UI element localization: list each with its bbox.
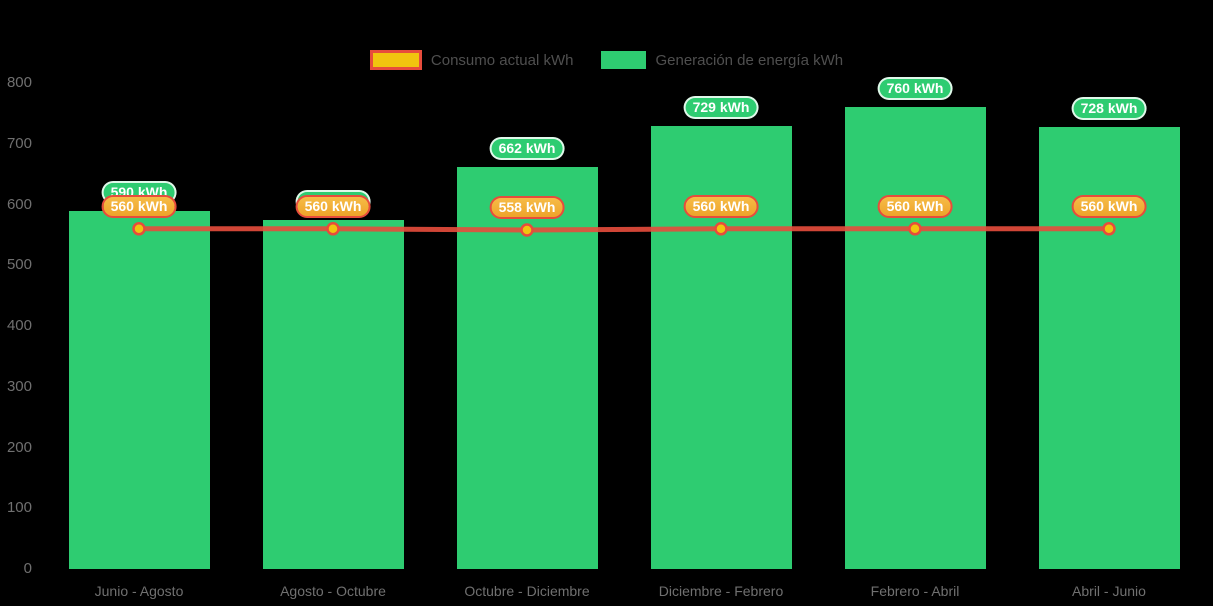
legend-item-consumo[interactable]: Consumo actual kWh xyxy=(369,50,574,70)
generation-bar[interactable] xyxy=(456,166,598,569)
x-axis-category-label: Diciembre - Febrero xyxy=(658,583,784,599)
y-axis-tick-label: 500 xyxy=(6,256,32,274)
generation-value-label: 729 kWh xyxy=(683,96,759,120)
generation-value-label: 662 kWh xyxy=(489,136,565,160)
consumo-swatch-icon xyxy=(369,50,422,70)
x-axis-category-label: Abril - Junio xyxy=(1072,583,1146,599)
x-axis-category-label: Junio - Agosto xyxy=(94,583,184,599)
chart-legend: Consumo actual kWh Generación de energía… xyxy=(0,50,1213,70)
legend-label-consumo: Consumo actual kWh xyxy=(430,51,574,69)
consumption-value-label: 560 kWh xyxy=(295,194,371,218)
y-axis-tick-label: 100 xyxy=(6,499,32,517)
consumption-value-label: 560 kWh xyxy=(683,194,759,218)
y-axis-tick-label: 600 xyxy=(6,195,32,213)
y-axis-tick-label: 300 xyxy=(6,377,32,395)
generation-bar[interactable] xyxy=(650,126,792,569)
legend-label-generacion: Generación de energía kWh xyxy=(655,51,844,69)
x-axis-category-label: Febrero - Abril xyxy=(870,583,960,599)
generacion-swatch-icon xyxy=(601,51,647,69)
generation-value-label: 760 kWh xyxy=(877,77,953,101)
y-axis-tick-label: 800 xyxy=(6,74,32,91)
consumption-value-label: 560 kWh xyxy=(1071,194,1147,218)
y-axis-tick-label: 700 xyxy=(6,134,32,152)
legend-item-generacion[interactable]: Generación de energía kWh xyxy=(601,51,843,69)
y-axis-tick-label: 200 xyxy=(6,438,32,456)
x-axis-category-label: Octubre - Diciembre xyxy=(464,583,590,599)
generation-bar[interactable] xyxy=(844,107,986,569)
generation-value-label: 728 kWh xyxy=(1071,96,1147,120)
y-axis-tick-label: 0 xyxy=(23,560,32,577)
generation-bar[interactable] xyxy=(262,220,404,569)
generation-bar[interactable] xyxy=(1038,126,1180,569)
y-axis-tick-label: 400 xyxy=(6,317,32,334)
consumption-value-label: 560 kWh xyxy=(877,194,953,218)
consumption-value-label: 560 kWh xyxy=(101,194,177,218)
x-axis-category-label: Agosto - Octubre xyxy=(280,583,386,599)
consumption-value-label: 558 kWh xyxy=(489,196,565,219)
generation-bar[interactable] xyxy=(68,210,210,569)
